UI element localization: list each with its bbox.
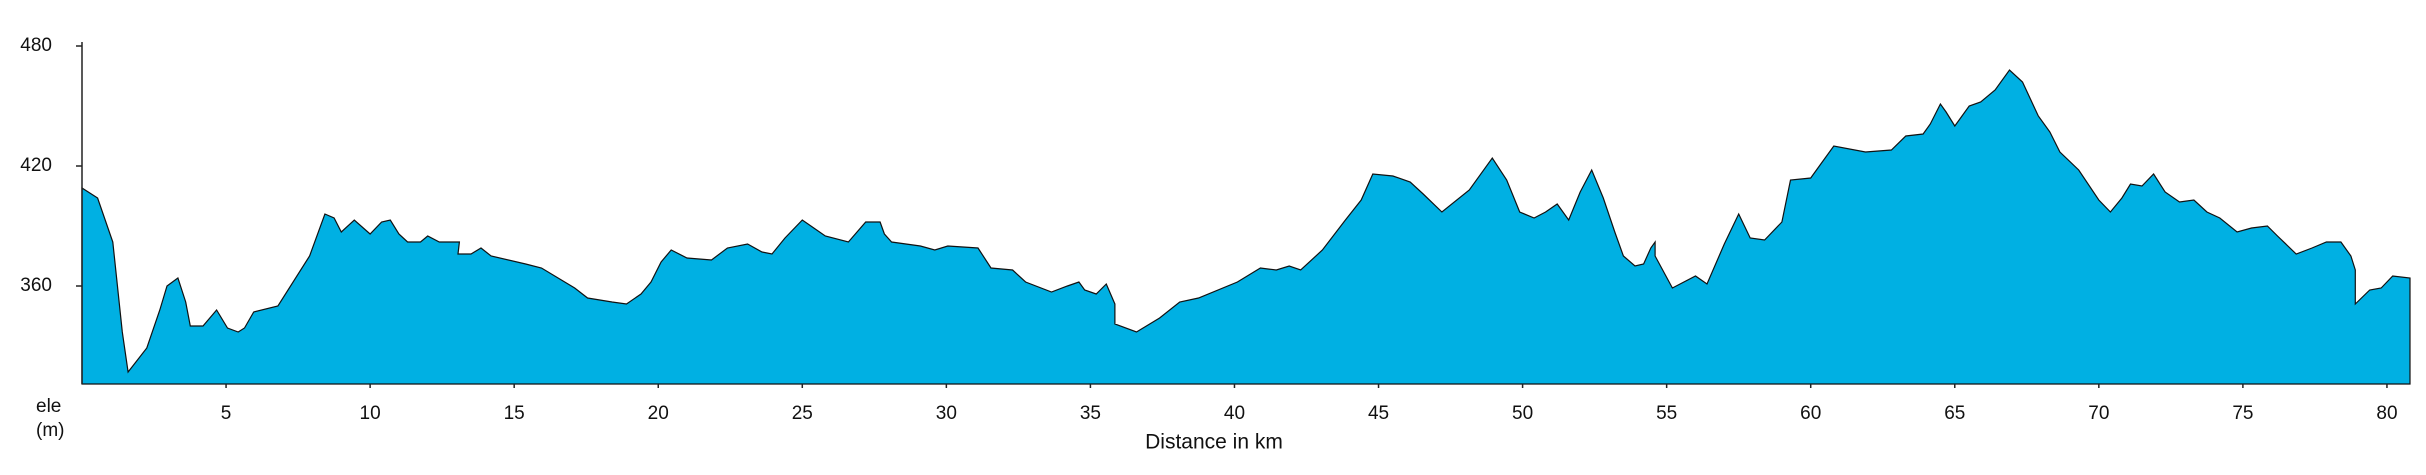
x-tick-label: 10: [360, 403, 381, 424]
elevation-area: [81, 69, 2411, 385]
x-tick-label: 45: [1368, 403, 1389, 424]
y-axis-label: ele: [36, 396, 61, 417]
y-tick-label: 360: [20, 275, 52, 296]
y-axis-label: (m): [36, 420, 64, 441]
x-tick-label: 25: [792, 403, 813, 424]
x-tick-label: 35: [1080, 403, 1101, 424]
x-tick-label: 80: [2376, 403, 2397, 424]
x-tick-label: 50: [1512, 403, 1533, 424]
x-tick-label: 75: [2232, 403, 2253, 424]
x-tick-label: 5: [221, 403, 232, 424]
x-tick-label: 20: [648, 403, 669, 424]
x-tick-label: 65: [1944, 403, 1965, 424]
x-tick-label: 40: [1224, 403, 1245, 424]
x-tick-label: 30: [936, 403, 957, 424]
y-tick-label: 420: [20, 155, 52, 176]
x-tick-label: 60: [1800, 403, 1821, 424]
x-axis-label: Distance in km: [1145, 431, 1283, 454]
x-tick-label: 55: [1656, 403, 1677, 424]
x-tick-label: 70: [2088, 403, 2109, 424]
x-tick-label: 15: [504, 403, 525, 424]
y-tick-label: 480: [20, 35, 52, 56]
